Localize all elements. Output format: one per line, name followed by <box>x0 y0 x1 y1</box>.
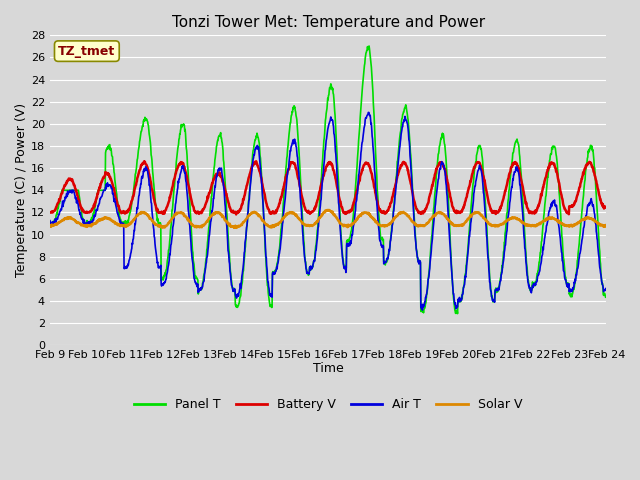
Title: Tonzi Tower Met: Temperature and Power: Tonzi Tower Met: Temperature and Power <box>172 15 484 30</box>
Solar V <box>537 220 545 226</box>
Air T <box>365 109 372 115</box>
Line: Panel T: Panel T <box>50 46 606 313</box>
Battery V <box>537 195 545 201</box>
Battery V <box>415 210 423 216</box>
Solar V <box>230 225 238 231</box>
Battery V <box>156 209 164 215</box>
Panel T <box>365 43 373 49</box>
Line: Solar V: Solar V <box>50 210 606 228</box>
Legend: Panel T, Battery V, Air T, Solar V: Panel T, Battery V, Air T, Solar V <box>129 394 527 417</box>
Air T <box>537 262 545 267</box>
Panel T <box>156 221 164 227</box>
Solar V <box>415 222 423 228</box>
Text: TZ_tmet: TZ_tmet <box>58 45 115 58</box>
Air T <box>46 218 54 224</box>
Battery V <box>170 178 177 184</box>
Panel T <box>46 218 54 224</box>
Air T <box>488 294 495 300</box>
Solar V <box>325 207 333 213</box>
Solar V <box>170 214 177 220</box>
Air T <box>170 220 177 226</box>
Battery V <box>488 207 495 213</box>
Panel T <box>454 311 461 316</box>
Battery V <box>252 158 260 164</box>
Panel T <box>602 294 610 300</box>
Battery V <box>602 204 610 210</box>
Battery V <box>46 210 54 216</box>
Solar V <box>602 223 610 228</box>
Line: Battery V: Battery V <box>50 161 606 215</box>
Solar V <box>46 223 54 229</box>
Panel T <box>415 259 422 264</box>
Panel T <box>170 192 177 197</box>
Solar V <box>488 223 495 228</box>
Air T <box>419 307 426 313</box>
Y-axis label: Temperature (C) / Power (V): Temperature (C) / Power (V) <box>15 103 28 277</box>
Line: Air T: Air T <box>50 112 606 310</box>
Battery V <box>232 212 240 217</box>
X-axis label: Time: Time <box>313 361 344 374</box>
Air T <box>602 286 610 291</box>
Solar V <box>232 225 240 231</box>
Air T <box>415 259 422 264</box>
Battery V <box>232 209 239 215</box>
Air T <box>232 293 239 299</box>
Panel T <box>537 250 545 255</box>
Panel T <box>232 302 239 308</box>
Air T <box>156 265 164 271</box>
Solar V <box>156 224 164 229</box>
Panel T <box>488 294 495 300</box>
